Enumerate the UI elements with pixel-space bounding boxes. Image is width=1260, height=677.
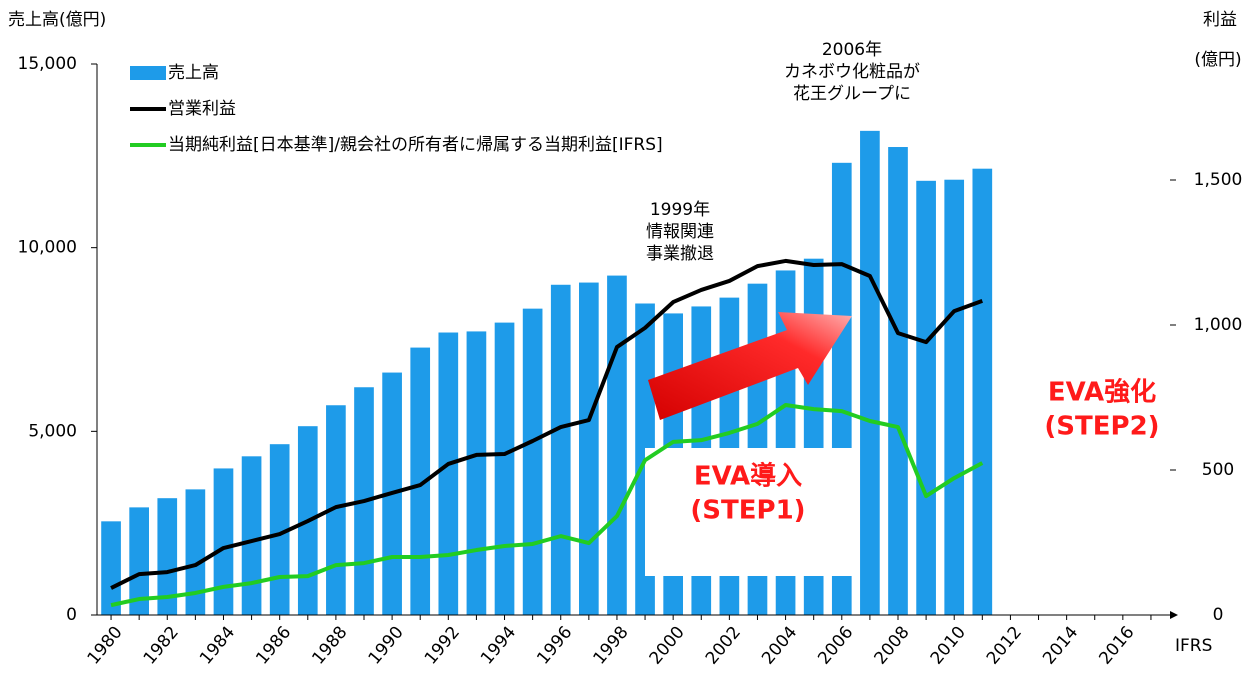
bar — [523, 309, 543, 615]
y2-tick-label: 500 — [1202, 460, 1234, 480]
plot-area — [101, 131, 992, 615]
bar — [242, 456, 262, 615]
y-tick-label: 10,000 — [18, 238, 77, 258]
bar — [972, 169, 992, 615]
x-tick-label: 1998 — [589, 623, 632, 669]
y2-tick-label: 0 — [1213, 605, 1224, 625]
bar — [860, 131, 880, 615]
legend-label: 当期純利益[日本基準]/親会社の所有者に帰属する当期利益[IFRS] — [168, 135, 663, 155]
x-tick-label: 2002 — [702, 623, 745, 669]
x-tick-label: 1990 — [365, 623, 408, 669]
x-tick-label: 2004 — [758, 623, 801, 669]
bar — [214, 468, 234, 615]
x-tick-label: 1996 — [533, 623, 576, 669]
x-tick-label: 1984 — [196, 623, 239, 669]
y-tick-label: 15,000 — [18, 54, 77, 74]
y-tick-label: 5,000 — [28, 421, 77, 441]
legend-label: 営業利益 — [168, 99, 236, 119]
bar — [944, 180, 964, 615]
bar — [467, 331, 487, 615]
x-tick-label: 2010 — [927, 623, 970, 669]
x-tick-label: 1994 — [477, 623, 520, 669]
x-note: IFRS — [1175, 636, 1212, 656]
x-tick-label: 1980 — [84, 623, 127, 669]
annotation: (STEP1) — [690, 496, 805, 526]
chart: 売上高(億円) 利益 (億円) IFRS 0 5,000 10,000 15,000 0… — [0, 0, 1260, 677]
x-tick-label: 2014 — [1039, 623, 1082, 669]
bar — [579, 283, 599, 615]
bar — [607, 276, 627, 615]
x-tick-label: 2000 — [646, 623, 689, 669]
bar — [551, 285, 571, 615]
x-tick-label: 2008 — [871, 623, 914, 669]
x-tick-label: 2016 — [1095, 623, 1138, 669]
y-tick-label: 0 — [66, 605, 77, 625]
annotation: 2006年 — [822, 40, 882, 60]
x-tick-label: 1986 — [252, 623, 295, 669]
x-tick-label: 2006 — [814, 623, 857, 669]
y2-tick-label: 1,000 — [1194, 315, 1243, 335]
bar — [916, 181, 936, 615]
y2-axis-title: (億円) — [1194, 50, 1241, 70]
y-axis-title: 売上高(億円) — [8, 10, 106, 30]
x-tick-label: 1992 — [421, 623, 464, 669]
bar — [495, 323, 515, 615]
y2-axis-title: 利益 — [1203, 10, 1237, 30]
annotation: (STEP2) — [1044, 412, 1159, 442]
annotation: 事業撤退 — [646, 244, 714, 264]
annotation: EVA導入 — [694, 461, 802, 492]
bar — [438, 333, 458, 615]
legend-label: 売上高 — [168, 63, 219, 83]
annotation: 情報関連 — [646, 222, 714, 242]
x-tick-label: 2012 — [983, 623, 1026, 669]
annotation: 1999年 — [650, 200, 710, 220]
bar — [186, 489, 206, 615]
bar — [101, 521, 121, 615]
x-tick-label: 1982 — [140, 623, 183, 669]
annotation: 花王グループに — [793, 84, 911, 104]
annotation: カネボウ化粧品が — [784, 62, 920, 82]
x-tick-label: 1988 — [308, 623, 351, 669]
annotation: EVA強化 — [1048, 378, 1156, 408]
bar — [888, 147, 908, 615]
y2-tick-label: 1,500 — [1194, 170, 1243, 190]
